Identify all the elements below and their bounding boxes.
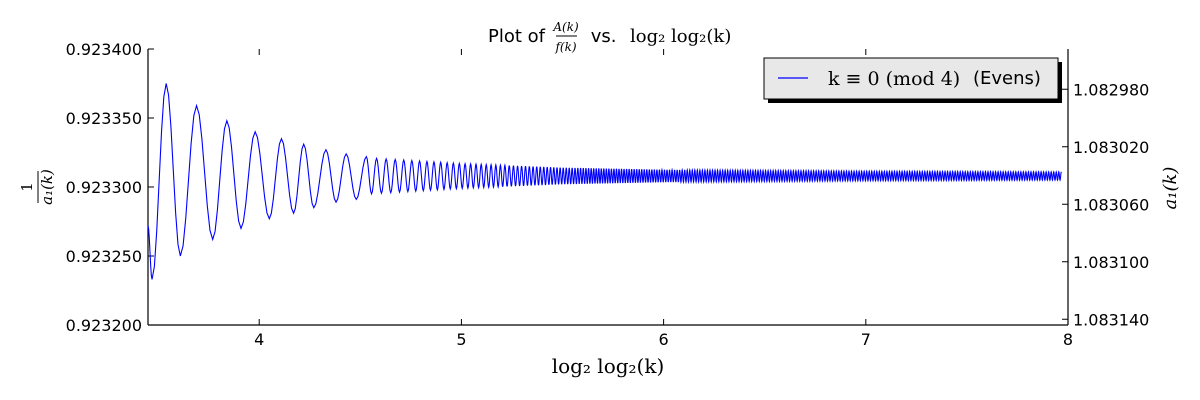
series-group: [147, 83, 1062, 280]
x-axis-label-group: log₂ log₂(k): [552, 354, 665, 378]
y-left-label-numerator: 1: [18, 182, 36, 192]
y-right-tick-label: 1.083100: [1073, 253, 1149, 272]
y-left-label-denominator: a₁(k): [38, 169, 56, 205]
y-left-tick-label: 0.923300: [66, 178, 142, 197]
x-tick-label: 8: [1063, 330, 1073, 349]
title-expression: log₂ log₂(k): [630, 26, 731, 47]
y-right-axis-label-group: a₁(k): [1160, 167, 1181, 210]
y-right-axis-label: a₁(k): [1160, 167, 1181, 210]
chart-title: Plot of A(k) f(k) vs. log₂ log₂(k): [488, 20, 731, 54]
y-left-ticks: 0.923200 0.923250 0.923300 0.923350 0.923400: [66, 40, 154, 335]
x-tick-label: 5: [456, 330, 466, 349]
title-prefix: Plot of: [488, 26, 546, 47]
legend-box: [763, 57, 1059, 100]
y-left-tick-label: 0.923250: [66, 247, 142, 266]
x-tick-label: 7: [861, 330, 871, 349]
legend: k ≡ 0 (mod 4) (Evens): [763, 57, 1062, 103]
legend-label-math: k ≡ 0 (mod 4): [828, 68, 960, 90]
x-tick-label: 4: [254, 330, 264, 349]
title-middle: vs.: [585, 26, 622, 47]
y-right-tick-label: 1.082980: [1073, 80, 1149, 99]
series-line-evens: [147, 83, 1062, 280]
title-denominator: f(k): [554, 40, 576, 54]
x-tick-label: 6: [659, 330, 669, 349]
legend-label-text: (Evens): [973, 68, 1041, 89]
x-axis-label: log₂ log₂(k): [552, 354, 665, 378]
title-numerator: A(k): [552, 20, 579, 34]
x-ticks: 4 5 6 7 8: [254, 49, 1073, 349]
y-right-tick-label: 1.083140: [1073, 310, 1149, 329]
y-left-axis-label-group: 1 a₁(k): [18, 169, 56, 205]
y-left-tick-label: 0.923350: [66, 109, 142, 128]
y-right-ticks: 1.082980 1.083020 1.083060 1.083100 1.083140: [1062, 80, 1149, 329]
y-left-tick-label: 0.923200: [66, 316, 142, 335]
y-left-tick-label: 0.923400: [66, 40, 142, 59]
y-right-tick-label: 1.083060: [1073, 195, 1149, 214]
y-right-tick-label: 1.083020: [1073, 138, 1149, 157]
